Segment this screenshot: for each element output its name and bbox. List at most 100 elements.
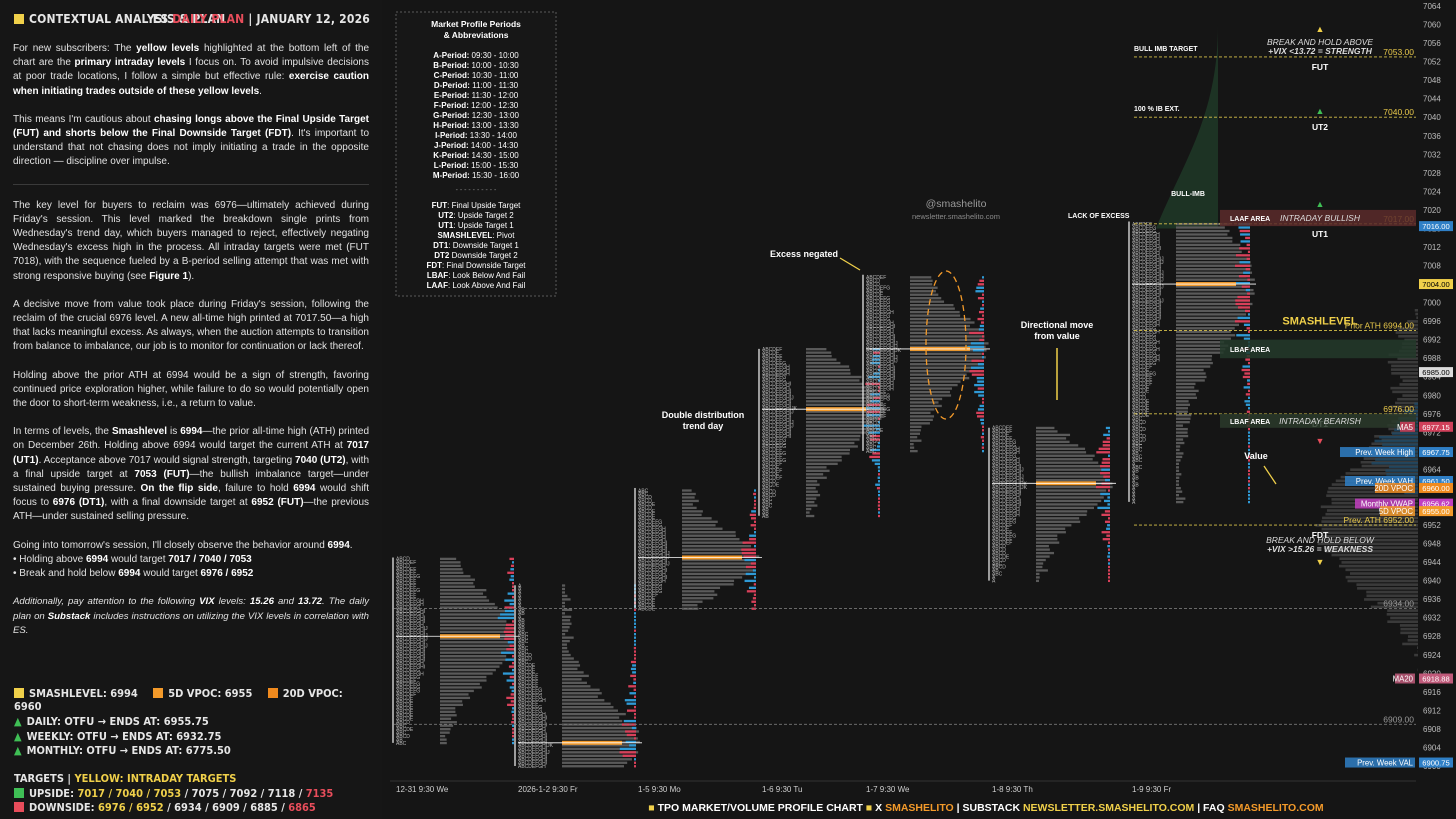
volume-bar [1176,271,1253,274]
delta-bar [1248,448,1250,452]
y-tick: 7024 [1423,187,1441,196]
delta-bar [878,490,880,493]
volume-bar [440,616,510,620]
volume-bar [806,403,883,406]
period-line: I-Period: 13:30 - 14:00 [435,131,517,140]
delta-bar [634,612,636,615]
volume-bar [682,524,716,527]
delta-bar [744,558,756,562]
delta-bar [878,507,880,511]
tpo-letters: A [518,604,522,610]
delta-bar [504,637,514,640]
delta-bar [878,500,880,504]
composite-bar [1331,553,1448,557]
delta-bar [982,356,984,359]
tpo-letters: ABC [396,741,407,747]
price-tag-box [1419,476,1453,486]
watermark-site: newsletter.smashelito.com [912,212,1000,221]
delta-bar [982,276,984,279]
composite-bar [1326,494,1448,497]
tpo-letters: ABCDEFG [866,306,890,312]
otfu-monthly: MONTHLY: OTFU → ENDS AT: 6775.50 [26,744,231,757]
volume-bar [910,366,979,369]
volume-bar [682,593,718,596]
y-tick: 7012 [1423,243,1441,252]
tpo-letters: ABCDE [638,513,656,519]
volume-bar [562,695,598,698]
delta-bar [754,496,756,499]
price-tag-label: 5D VPOC [1379,507,1414,516]
delta-bar [749,513,756,516]
tpo-letters: ABCDEFGHIJ [396,626,428,632]
tpo-letters: A [518,597,522,603]
tpo-letters: ABCDEF [1132,375,1152,381]
delta-bar [1107,555,1110,558]
composite-bar [1345,568,1448,572]
delta-bar [634,737,636,740]
tpo-letters: ABCDEFG [762,375,786,381]
volume-bar [1176,455,1183,459]
composite-bar [1339,557,1448,560]
delta-bar [1095,485,1110,489]
tpo-letters: ABCDEFG [396,685,420,691]
tpo-letters: ABCDEFG [762,444,786,450]
tpo-letters: ABCDEF [396,595,416,601]
tpo-letters: ABCD [866,282,880,288]
delta-bar [980,307,984,310]
delta-bar [753,506,756,510]
volume-bar [1176,480,1179,483]
delta-bar [1235,264,1250,267]
tpo-letters: ABCDEFGH [762,364,790,370]
delta-bar [627,709,636,712]
price-tag-box [1419,421,1453,432]
composite-bar [1317,542,1448,546]
tpo-letters: ABCD [396,557,410,563]
volume-bar [1176,337,1231,340]
volume-bar [1176,268,1251,271]
delta-bar [500,613,514,616]
tpo-letters: ABCDEFGHI [762,427,791,433]
volume-bar [1176,490,1183,493]
delta-bar [1247,292,1250,295]
volume-bar [910,401,939,404]
y-tick: 6976 [1423,410,1441,419]
abbrev-line: FUT: Final Upside Target [432,201,522,210]
tpo-letters: AB [992,568,999,574]
tpo-letters: AB [518,642,525,648]
volume-bar [1176,417,1191,420]
volume-bar [562,643,567,646]
tpo-letters: ABCDEFGH [638,565,666,571]
delta-bar [634,657,636,660]
tpo-letters: ABCDE [396,717,414,723]
delta-bar [633,688,636,691]
delta-bar [619,747,636,751]
composite-bar [1387,360,1448,364]
delta-bar [863,424,880,427]
volume-bar [440,589,487,592]
volume-bar [910,283,933,286]
tpo-letters: A [1132,486,1136,492]
delta-bar [1108,430,1110,433]
bull-imb-label: BULL-IMB [1171,191,1205,198]
volume-bar [440,675,487,679]
delta-bar [512,561,514,564]
delta-bar [622,754,636,757]
volume-bar [806,445,858,448]
x-tick: 1-8 9:30 Th [992,785,1033,794]
y-tick: 6908 [1423,725,1441,734]
downside-targets: DOWNSIDE: 6976 / 6952 / 6934 / 6909 / 68… [14,801,333,816]
tpo-letters: ABCDEFGHI [762,413,791,419]
delta-bar [1102,458,1110,461]
volume-bar [682,579,735,583]
volume-bar [1176,497,1186,500]
triangle-down-icon: ▼ [1316,436,1325,446]
tpo-letters: ABCDEFGH [396,612,424,618]
tpo-letters: ABCDEF [396,678,416,684]
tpo-letters: ABC [518,639,529,645]
delta-bar [1105,478,1110,482]
volume-bar [440,741,447,745]
delta-bar [975,290,984,293]
composite-bar [1321,527,1448,531]
delta-bar [878,511,880,514]
tpo-letters: ABCDEFGHI [762,382,791,388]
